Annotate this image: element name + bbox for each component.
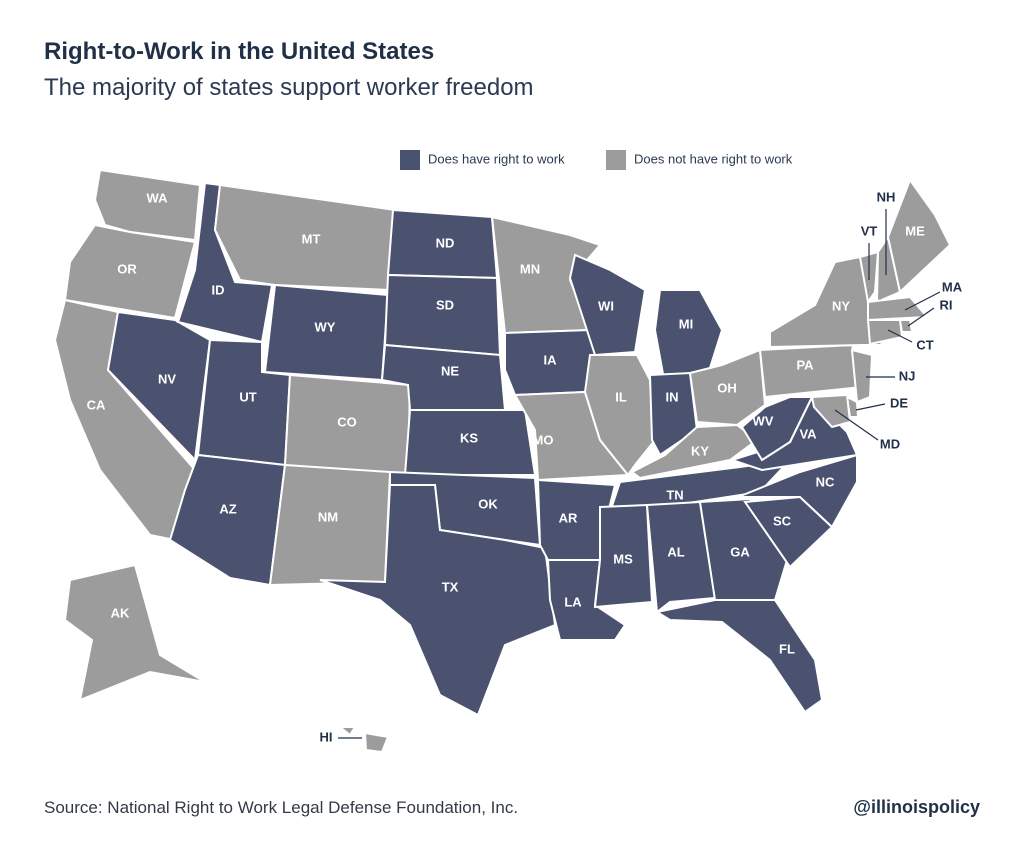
state [337, 726, 357, 737]
title: Right-to-Work in the United States [44, 38, 435, 65]
state [810, 393, 852, 429]
state [593, 503, 654, 609]
state-label: ND [436, 235, 455, 250]
state-label: CT [916, 337, 933, 352]
state [737, 453, 858, 529]
state [866, 319, 904, 346]
leader-line [904, 291, 941, 311]
legend-swatch [606, 150, 626, 170]
state-label: CA [87, 397, 106, 412]
state [850, 348, 874, 404]
state-label: WI [598, 298, 614, 313]
state-label: TN [666, 487, 683, 502]
state-label: ID [212, 282, 225, 297]
state-label: FL [779, 641, 795, 656]
state [867, 295, 930, 322]
state-label: WY [315, 319, 336, 334]
state [106, 310, 212, 463]
state-label: PA [796, 357, 814, 372]
state [63, 563, 206, 702]
state-label: DE [890, 395, 908, 410]
state-label: MN [520, 261, 540, 276]
state-label: HI [320, 729, 333, 744]
state-label: NH [877, 189, 896, 204]
state [383, 273, 502, 357]
leader-line [834, 409, 879, 441]
state-label: UT [239, 389, 256, 404]
state-label: NY [832, 298, 850, 313]
state [268, 463, 392, 587]
state-label: RI [940, 297, 953, 312]
state-label: AR [559, 510, 578, 525]
state-label: AL [667, 544, 684, 559]
state-label: WV [753, 413, 774, 428]
state-label: VA [799, 426, 817, 441]
state-label: KS [460, 430, 478, 445]
state [654, 599, 824, 714]
state [583, 354, 657, 477]
handle: @illinoispolicy [853, 797, 980, 817]
subtitle: The majority of states support worker fr… [44, 74, 534, 101]
state [63, 223, 197, 320]
state-label: IA [544, 352, 558, 367]
state [645, 500, 717, 614]
state-label: WA [147, 190, 169, 205]
state-label: NC [816, 474, 835, 489]
state [403, 409, 537, 476]
leader-line [855, 403, 886, 411]
state-label: GA [730, 544, 750, 559]
state-label: OR [117, 261, 137, 276]
state-label: MI [679, 316, 693, 331]
state-label: AK [111, 605, 130, 620]
state-label: IL [615, 389, 627, 404]
state [886, 177, 952, 294]
state-label: OK [478, 496, 498, 511]
state [688, 348, 767, 427]
leader-line [907, 307, 935, 327]
state-label: KY [691, 443, 709, 458]
state-label: SD [436, 297, 454, 312]
legend-label: Does not have right to work [634, 151, 793, 166]
legend-label: Does have right to work [428, 151, 565, 166]
state-label: TX [442, 579, 459, 594]
state-label: NV [158, 371, 176, 386]
state-label: CO [337, 414, 357, 429]
state-label: NM [318, 509, 338, 524]
state-label: MS [613, 551, 633, 566]
state-label: MD [880, 436, 900, 451]
state-label: OH [717, 380, 737, 395]
state-label: AZ [219, 501, 236, 516]
state-label: MO [533, 432, 554, 447]
state-label: ME [905, 223, 925, 238]
leader-line [887, 329, 913, 343]
state-label: VT [861, 223, 878, 238]
legend-swatch [400, 150, 420, 170]
state-label: SC [773, 513, 792, 528]
source: Source: National Right to Work Legal Def… [44, 798, 519, 817]
state [363, 731, 390, 754]
state-label: MA [942, 279, 963, 294]
state-label: NJ [899, 368, 916, 383]
state-label: MT [302, 231, 321, 246]
state-label: NE [441, 363, 459, 378]
state [319, 484, 557, 717]
state-label: IN [666, 389, 679, 404]
state-label: LA [564, 594, 582, 609]
